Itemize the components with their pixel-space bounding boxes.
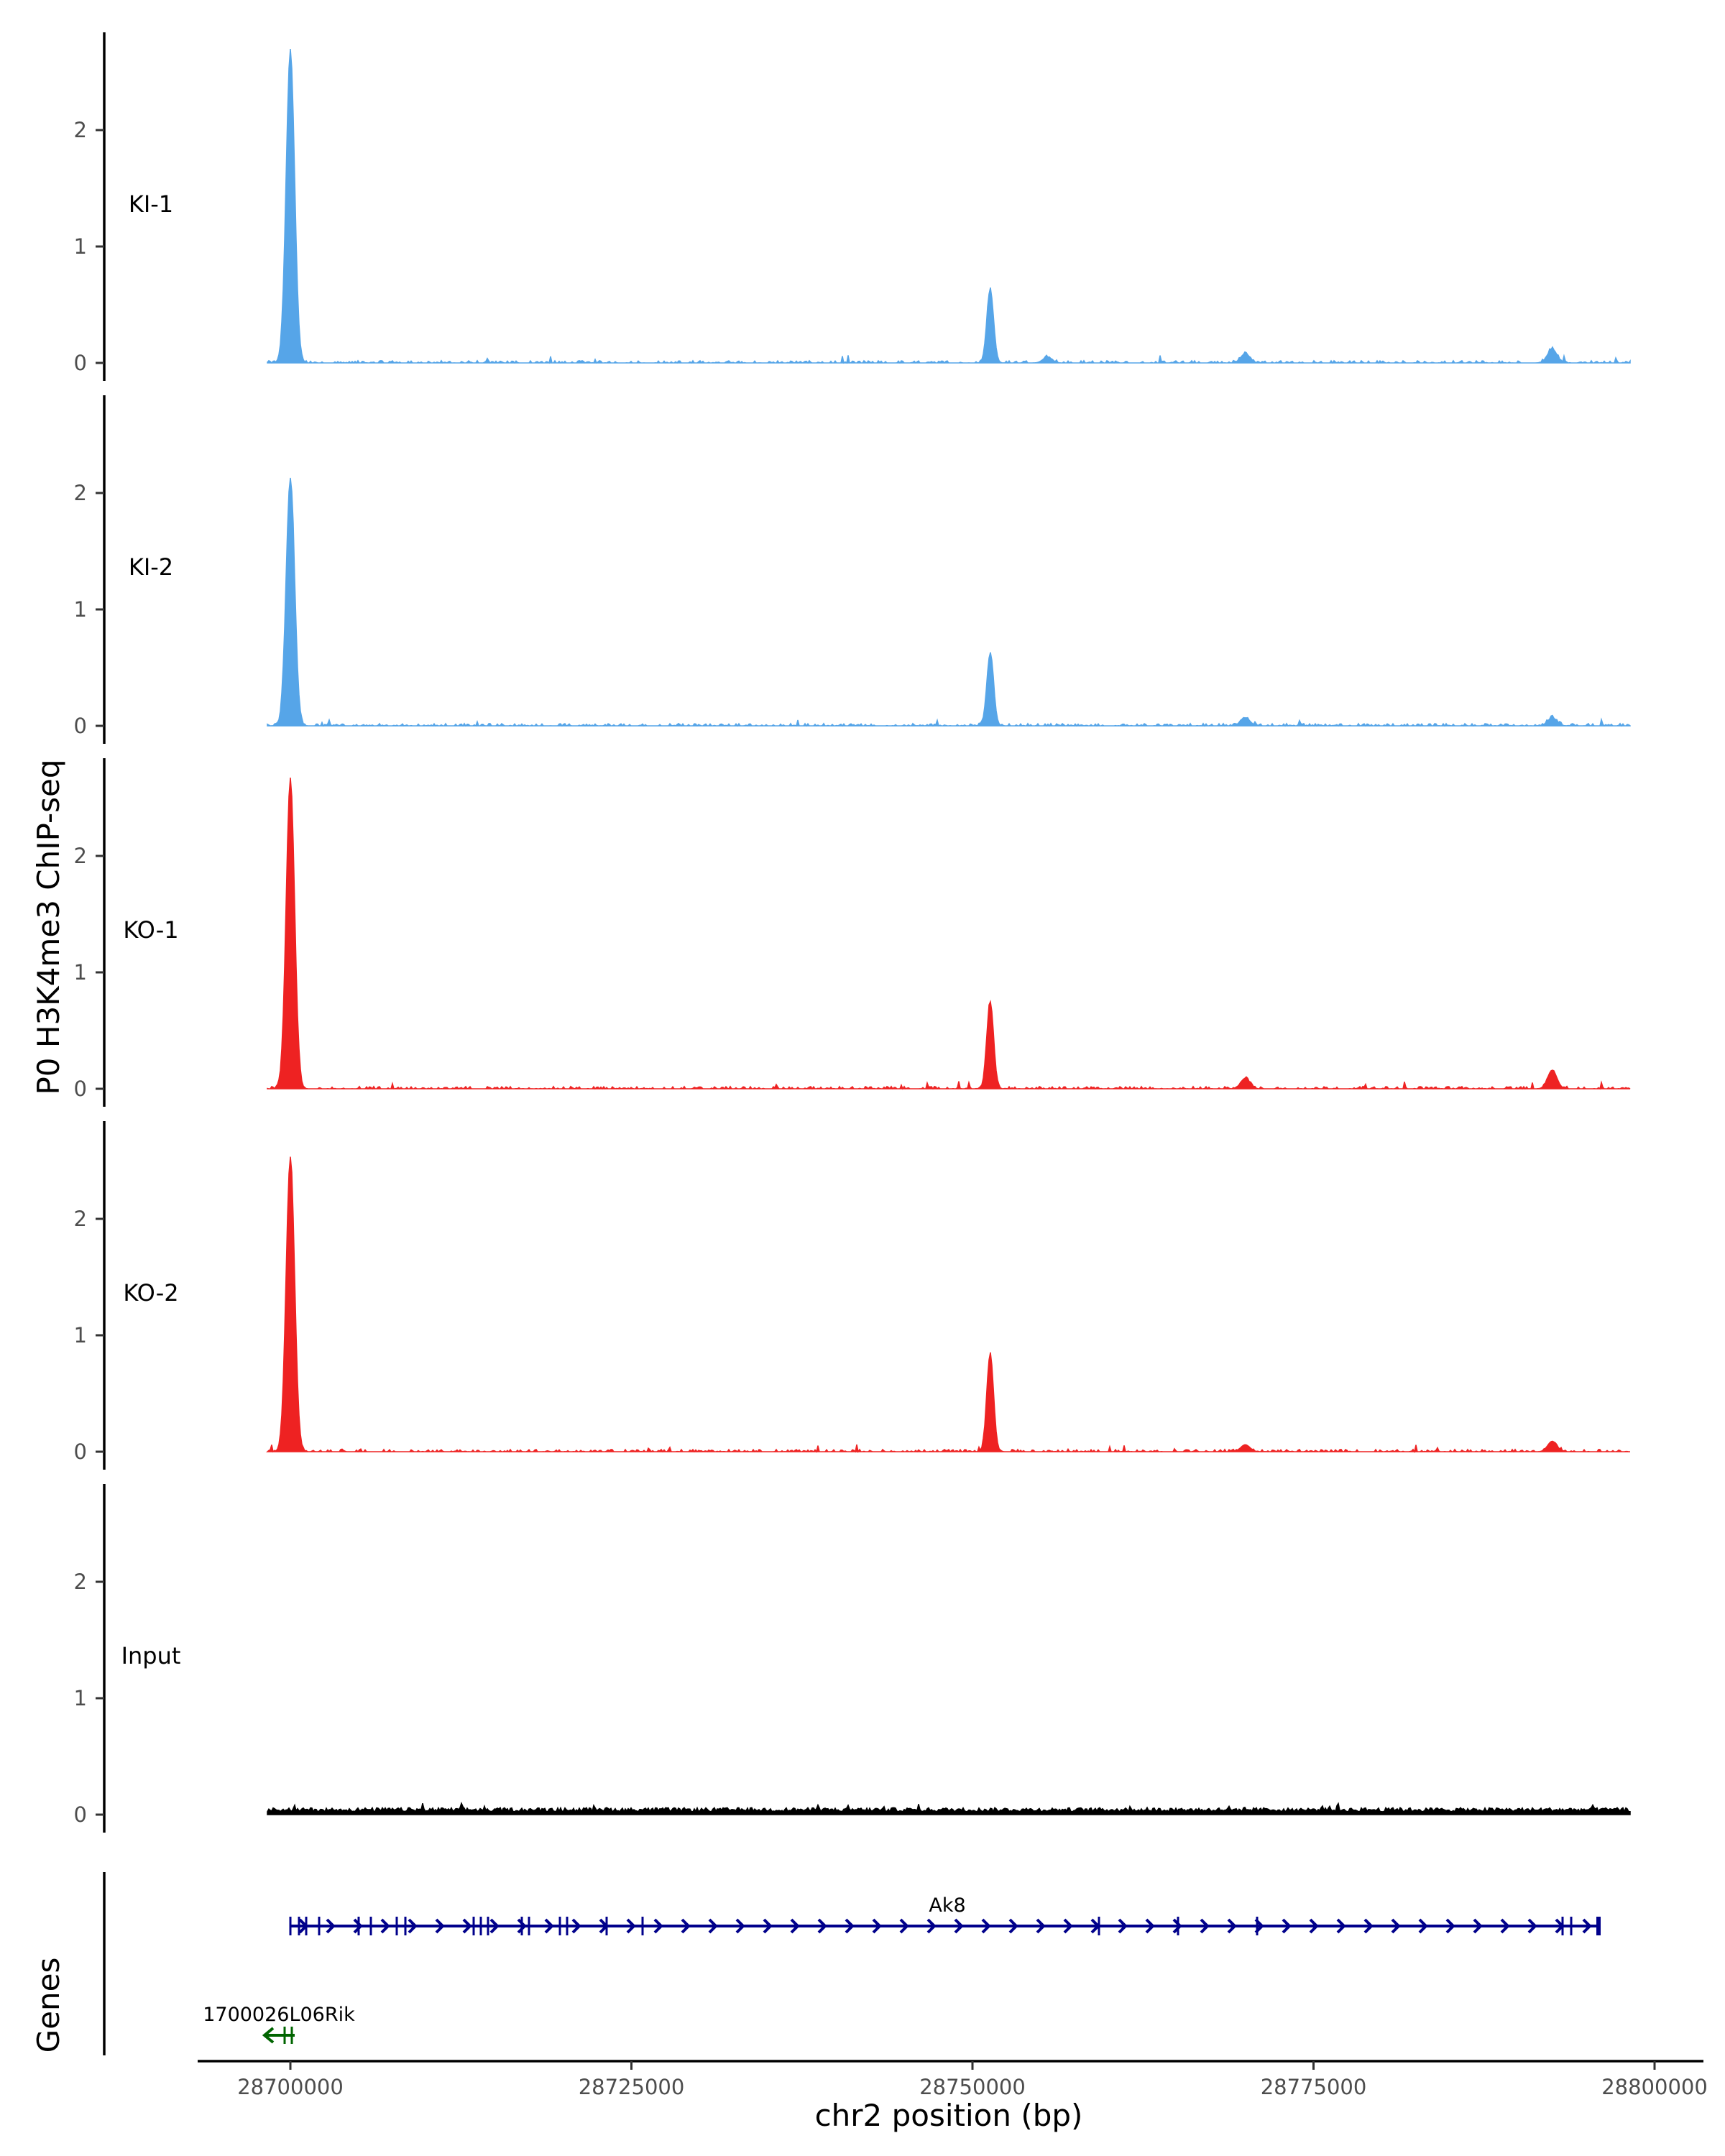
strand-chevron (1063, 1918, 1073, 1934)
strand-chevron (1282, 1918, 1292, 1934)
strand-chevron (262, 2027, 275, 2044)
y-tick-label: 2 (74, 1570, 87, 1594)
strand-chevron (298, 1918, 308, 1934)
strand-chevron (1172, 1918, 1182, 1934)
track-label: Input (121, 1642, 181, 1669)
signal-area (267, 778, 1631, 1090)
strand-chevron (708, 1918, 718, 1934)
strand-chevron (1036, 1918, 1046, 1934)
track-input: 0 1 2 Input (74, 1484, 1631, 1833)
y-tick-label: 0 (74, 1439, 87, 1464)
signal-area (267, 1801, 1631, 1815)
strand-chevron (462, 1918, 472, 1934)
y-tick-label: 1 (74, 234, 87, 259)
y-tick-label: 2 (74, 118, 87, 142)
gene-label: Ak8 (929, 1894, 965, 1917)
y-axis-title: P0 H3K4me3 ChIP-seq (31, 759, 66, 1095)
genes-track: Ak8 1700026L06Rik (103, 1872, 1601, 2055)
strand-chevron (326, 1918, 336, 1934)
gene-1700026l06rik: 1700026L06Rik (203, 2004, 355, 2044)
x-tick-label: 28700000 (237, 2075, 344, 2099)
strand-chevron (626, 1918, 636, 1934)
y-tick-label: 0 (74, 714, 87, 738)
strand-chevron (681, 1918, 691, 1934)
strand-chevron (926, 1918, 937, 1934)
y-tick-label: 1 (74, 1686, 87, 1710)
y-tick-label: 1 (74, 960, 87, 985)
strand-chevron (408, 1918, 418, 1934)
x-tick-label: 28800000 (1601, 2075, 1708, 2099)
track-label: KO-1 (123, 916, 178, 944)
signal-tracks: 0 1 2 KI-1 0 1 2 KI-2 0 1 2 KO-1 0 1 2 KO-2 0 1 2 Input (74, 32, 1631, 1833)
y-tick-label: 0 (74, 1077, 87, 1101)
y-tick-label: 2 (74, 481, 87, 505)
strand-chevron (653, 1918, 663, 1934)
strand-chevron (1445, 1918, 1455, 1934)
genes-axis-title: Genes (31, 1958, 66, 2053)
track-label: KI-2 (129, 553, 173, 581)
strand-chevron (1418, 1918, 1428, 1934)
strand-chevron (1336, 1918, 1346, 1934)
gene-label: 1700026L06Rik (203, 2004, 355, 2026)
strand-chevron (435, 1918, 445, 1934)
track-ko-2: 0 1 2 KO-2 (74, 1121, 1630, 1470)
strand-chevron (1555, 1918, 1565, 1934)
strand-chevron (599, 1918, 609, 1934)
strand-chevron (353, 1918, 363, 1934)
y-tick-label: 2 (74, 844, 87, 868)
strand-chevron (763, 1918, 773, 1934)
strand-chevron (1527, 1918, 1537, 1934)
strand-chevron (1254, 1918, 1264, 1934)
strand-chevron (1309, 1918, 1319, 1934)
strand-chevron (872, 1918, 882, 1934)
strand-chevron (845, 1918, 855, 1934)
x-tick-label: 28775000 (1261, 2075, 1367, 2099)
strand-chevron (954, 1918, 964, 1934)
strand-chevron (517, 1918, 527, 1934)
y-tick-label: 1 (74, 1323, 87, 1348)
track-ko-1: 0 1 2 KO-1 (74, 758, 1631, 1107)
gene-ak8: Ak8 (289, 1894, 1601, 1935)
x-tick-label: 28725000 (579, 2075, 685, 2099)
strand-chevron (1500, 1918, 1510, 1934)
strand-chevron (1227, 1918, 1237, 1934)
y-tick-label: 0 (74, 1802, 87, 1827)
track-ki-2: 0 1 2 KI-2 (74, 395, 1631, 744)
y-tick-label: 1 (74, 597, 87, 622)
strand-chevron (981, 1918, 991, 1934)
signal-area (266, 1156, 1630, 1453)
x-axis-title: chr2 position (bp) (815, 2098, 1083, 2133)
gene-end-cap (1596, 1917, 1601, 1935)
x-tick-label: 28750000 (919, 2075, 1026, 2099)
track-label: KI-1 (129, 190, 173, 218)
signal-area (267, 48, 1631, 364)
strand-chevron (1473, 1918, 1483, 1934)
strand-chevron (571, 1918, 581, 1934)
strand-chevron (1090, 1918, 1100, 1934)
strand-chevron (544, 1918, 554, 1934)
strand-chevron (1363, 1918, 1374, 1934)
strand-chevron (1391, 1918, 1401, 1934)
strand-chevron (1008, 1918, 1018, 1934)
strand-chevron (790, 1918, 800, 1934)
strand-chevron (899, 1918, 909, 1934)
track-ki-1: 0 1 2 KI-1 (74, 32, 1631, 381)
strand-chevron (1145, 1918, 1155, 1934)
strand-chevron (380, 1918, 390, 1934)
y-tick-label: 0 (74, 351, 87, 375)
x-axis: 28700000 28725000 28750000 28775000 28800000 (198, 2060, 1708, 2099)
signal-area (267, 477, 1631, 727)
strand-chevron (1582, 1918, 1592, 1934)
strand-chevron (817, 1918, 827, 1934)
y-tick-label: 2 (74, 1207, 87, 1231)
strand-chevron (1200, 1918, 1210, 1934)
strand-chevron (489, 1918, 500, 1934)
strand-chevron (1118, 1918, 1128, 1934)
track-label: KO-2 (123, 1279, 178, 1307)
strand-chevron (735, 1918, 745, 1934)
